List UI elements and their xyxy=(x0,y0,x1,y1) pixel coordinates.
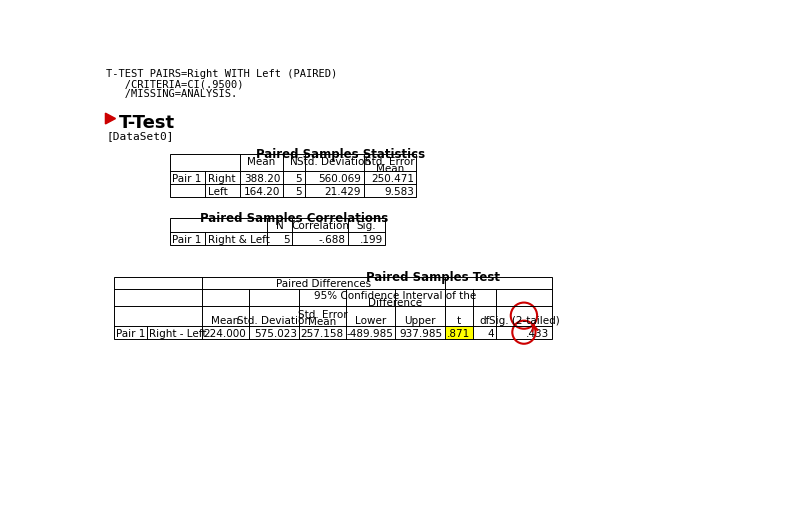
Bar xyxy=(114,277,552,339)
Text: T-Test: T-Test xyxy=(118,114,174,132)
Text: [DataSet0]: [DataSet0] xyxy=(106,131,174,141)
Text: 250.471: 250.471 xyxy=(371,174,414,184)
Text: Pair 1: Pair 1 xyxy=(172,235,202,245)
Polygon shape xyxy=(106,113,115,124)
Text: 95% Confidence Interval of the: 95% Confidence Interval of the xyxy=(314,291,477,301)
Text: Std. Deviation: Std. Deviation xyxy=(297,157,371,167)
Text: .871: .871 xyxy=(447,329,470,339)
Text: Right: Right xyxy=(208,174,235,184)
Text: 560.069: 560.069 xyxy=(318,174,361,184)
Text: Std. Deviation: Std. Deviation xyxy=(237,315,311,326)
Text: Sig.: Sig. xyxy=(357,221,377,231)
Text: Std. Error: Std. Error xyxy=(298,309,347,320)
Text: Right & Left: Right & Left xyxy=(208,235,270,245)
Text: df: df xyxy=(479,315,490,326)
Text: Mean: Mean xyxy=(376,164,404,174)
Text: t: t xyxy=(457,315,461,326)
Text: Pair 1: Pair 1 xyxy=(172,174,202,184)
Text: 937.985: 937.985 xyxy=(399,329,442,339)
Text: Paired Samples Statistics: Paired Samples Statistics xyxy=(256,148,425,161)
Text: 21.429: 21.429 xyxy=(325,187,361,197)
Text: 5: 5 xyxy=(296,174,302,184)
Text: -489.985: -489.985 xyxy=(346,329,393,339)
Text: Paired Samples Correlations: Paired Samples Correlations xyxy=(200,212,388,225)
Text: Pair 1: Pair 1 xyxy=(116,329,146,339)
Text: Right - Left: Right - Left xyxy=(149,329,206,339)
Text: 224.000: 224.000 xyxy=(204,329,246,339)
Text: 5: 5 xyxy=(296,187,302,197)
Text: 257.158: 257.158 xyxy=(300,329,343,339)
Text: 5: 5 xyxy=(283,235,290,245)
Text: 164.20: 164.20 xyxy=(244,187,281,197)
Bar xyxy=(170,218,386,245)
Text: Sig. (2-tailed): Sig. (2-tailed) xyxy=(489,315,559,326)
Text: -.688: -.688 xyxy=(318,235,346,245)
Text: Left: Left xyxy=(208,187,227,197)
Text: 575.023: 575.023 xyxy=(254,329,297,339)
Text: Mean: Mean xyxy=(308,317,337,327)
Text: Lower: Lower xyxy=(355,315,386,326)
Text: N: N xyxy=(290,157,298,167)
Bar xyxy=(170,154,416,197)
Text: Correlation: Correlation xyxy=(291,221,349,231)
Text: N: N xyxy=(276,221,284,231)
Text: .433: .433 xyxy=(526,329,550,339)
Text: 388.20: 388.20 xyxy=(244,174,281,184)
Text: Paired Samples Test: Paired Samples Test xyxy=(366,271,500,284)
Text: Paired Differences: Paired Differences xyxy=(276,280,371,289)
Bar xyxy=(445,326,473,339)
Text: Mean: Mean xyxy=(211,315,240,326)
Text: Upper: Upper xyxy=(404,315,436,326)
Text: /CRITERIA=CI(.9500): /CRITERIA=CI(.9500) xyxy=(106,80,244,89)
Text: 4: 4 xyxy=(487,329,494,339)
Text: T-TEST PAIRS=Right WITH Left (PAIRED): T-TEST PAIRS=Right WITH Left (PAIRED) xyxy=(106,69,338,80)
Text: /MISSING=ANALYSIS.: /MISSING=ANALYSIS. xyxy=(106,89,238,100)
Text: Difference: Difference xyxy=(368,298,422,308)
Text: Mean: Mean xyxy=(247,157,275,167)
Text: .199: .199 xyxy=(360,235,383,245)
Text: 9.583: 9.583 xyxy=(384,187,414,197)
Text: Std. Error: Std. Error xyxy=(365,157,414,167)
